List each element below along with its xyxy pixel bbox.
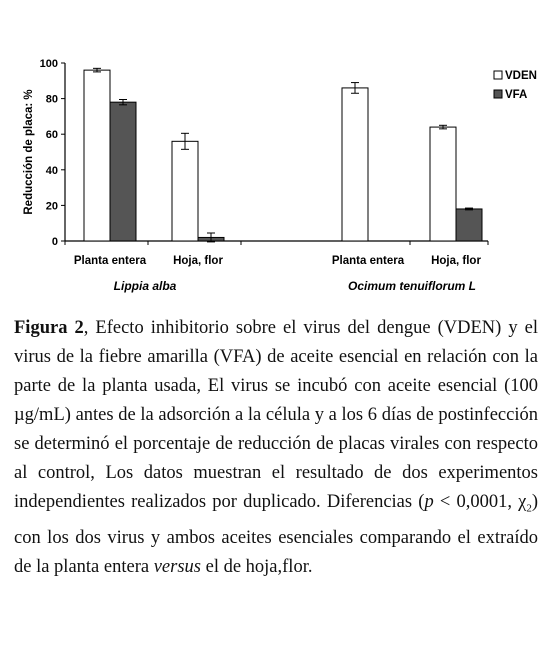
y-tick-label: 100 [40, 58, 58, 70]
y-tick-label: 80 [46, 94, 58, 106]
bar-vfa [109, 101, 137, 242]
bar-vfa [455, 208, 483, 242]
versus-word: versus [153, 556, 201, 577]
chi-subscript: 2 [526, 502, 532, 515]
bar-vden [83, 69, 111, 242]
p-symbol: p [424, 492, 434, 512]
y-tick-label: 0 [52, 236, 58, 248]
group-label: Lippia alba [114, 279, 177, 293]
category-label: Hoja, flor [431, 255, 481, 267]
category-label: Planta entera [74, 255, 147, 267]
plot-area: 0 20 40 60 80 100 Reducción de placa: % Planta … [23, 58, 537, 293]
figure-caption: Figura 2, Efecto inhibitorio sobre el vi… [14, 314, 538, 582]
group-label: Ocimum tenuiflorum L [348, 279, 476, 293]
caption-text-4: el de hoja,flor. [200, 556, 313, 577]
y-tick-label: 20 [46, 200, 58, 212]
y-axis-label: Reducción de placa: % [23, 89, 35, 214]
figure-label: Figura 2 [14, 318, 84, 338]
bar-vden [171, 140, 199, 242]
y-tick-label: 60 [46, 129, 58, 141]
caption-text-2: < 0,0001, χ [433, 492, 527, 512]
legend-swatch-vden [493, 70, 503, 80]
bar-chart: 0 20 40 60 80 100 Reducción de placa: % Planta … [23, 58, 537, 293]
legend-swatch-vfa [493, 89, 503, 99]
category-label: Planta entera [332, 255, 405, 267]
caption-text-3: ) con los dos virus y ambos aceites esen… [14, 492, 538, 577]
bar-vden [429, 126, 457, 242]
bar-vden [341, 87, 369, 242]
legend-label: VFA [505, 89, 527, 101]
category-label: Hoja, flor [173, 255, 223, 267]
caption-text-1: , Efecto inhibitorio sobre el virus del … [14, 318, 538, 512]
legend-label: VDEN [505, 70, 537, 82]
y-tick-label: 40 [46, 165, 58, 177]
